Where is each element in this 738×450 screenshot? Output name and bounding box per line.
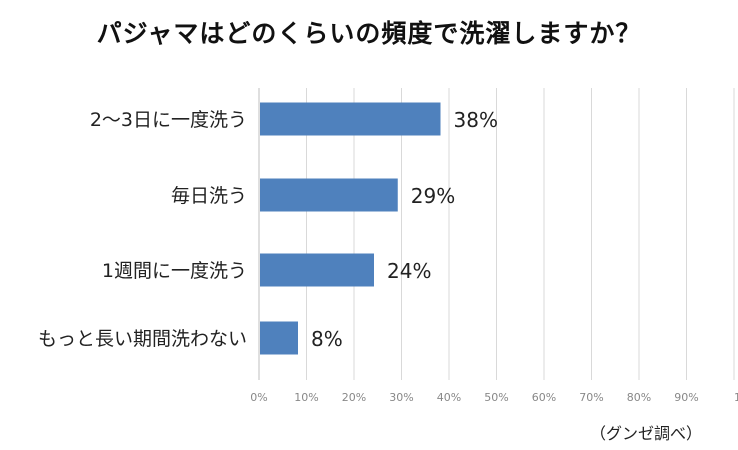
bar [260,253,374,287]
x-tick-label: 20% [342,391,366,404]
x-axis-tick-labels: 0% 10% 20% 30% 40% 50% 60% 70% 80% 90% 100% [250,391,738,404]
value-label: 29% [411,184,455,208]
bar [260,102,441,136]
category-label: 毎日洗う [171,185,247,207]
x-tick-label: 100% [734,391,738,404]
source-note: （グンゼ調べ） [590,424,703,443]
x-tick-label: 90% [674,391,698,404]
bar [260,321,298,355]
value-label: 8% [311,327,343,351]
bars [260,102,441,355]
x-tick-label: 60% [532,391,556,404]
category-label: もっと長い期間洗わない [38,328,247,350]
value-labels: 38% 29% 24% 8% [311,108,498,351]
x-tick-label: 50% [484,391,508,404]
chart-title: パジャマはどのくらいの頻度で洗濯しますか？ [96,19,642,48]
category-label: 2〜3日に一度洗う [90,109,247,131]
bar [260,178,398,212]
value-label: 24% [387,259,431,283]
x-tick-label: 70% [579,391,603,404]
x-tick-label: 40% [437,391,461,404]
x-tick-label: 0% [250,391,267,404]
value-label: 38% [454,108,498,132]
x-tick-label: 80% [627,391,651,404]
grid-lines [258,88,735,380]
category-label: 1週間に一度洗う [102,260,247,282]
x-tick-label: 10% [294,391,318,404]
x-tick-label: 30% [389,391,413,404]
